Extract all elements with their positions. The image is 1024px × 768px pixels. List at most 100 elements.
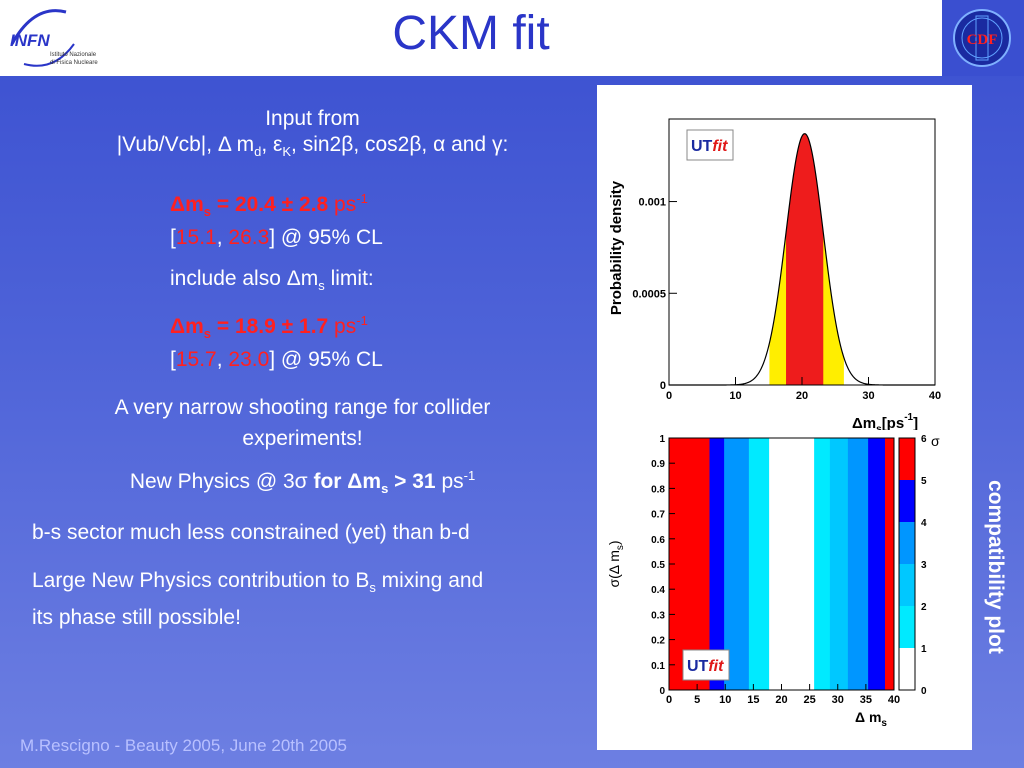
hm-x-tick-label-0: 0 xyxy=(666,694,672,706)
page-title: CKM fit xyxy=(392,7,550,60)
fit2-value: = 18.9 ± 1.7 xyxy=(211,315,335,338)
bs-sector-line: b-s sector much less constrained (yet) t… xyxy=(32,521,470,544)
large-line2: its phase still possible! xyxy=(32,606,241,630)
colorbar-tick-label-6: 6 xyxy=(921,434,927,445)
fit1-value-line: Δms = 20.4 ± 2.8 ps-1 xyxy=(170,186,383,225)
footer-text: M.Rescigno - Beauty 2005, June 20th 2005 xyxy=(20,736,347,755)
x-tick-label-2: 20 xyxy=(796,390,808,402)
colorbar-segment-2 xyxy=(899,564,915,606)
hm-y-tick-label-6: 0.6 xyxy=(651,535,665,546)
fit1-range-close: ] @ 95% CL xyxy=(269,226,383,250)
np-unit: ps xyxy=(435,470,464,493)
hm-utfit-badge-fit: fit xyxy=(708,658,724,675)
np-sup: -1 xyxy=(463,468,476,483)
x-axis-label-main: Δm xyxy=(852,415,876,430)
colorbar-segment-3 xyxy=(899,522,915,564)
fit2-high: 23.0 xyxy=(228,348,270,372)
fit1-value: = 20.4 ± 2.8 xyxy=(211,193,335,216)
fit2-range-line: [15.7, 23.0] @ 95% CL xyxy=(170,347,383,373)
x-axis-label-unit-close: ] xyxy=(913,415,918,430)
fit2-range-close: ] @ 95% CL xyxy=(269,348,383,372)
input-line2-b: , ε xyxy=(261,133,283,156)
hm-x-axis-label-main: Δ m xyxy=(855,709,881,725)
include-line: include also Δms limit: xyxy=(170,266,374,299)
infn-logo: INFN Istituto Nazionale di Fisica Nuclea… xyxy=(10,9,98,67)
cdf-logo-text: CDF xyxy=(967,32,998,48)
colorbar-segment-4 xyxy=(899,480,915,522)
y-tick-label-1: 0.0005 xyxy=(632,288,666,300)
colorbar-tick-label-3: 3 xyxy=(921,560,927,571)
hm-x-axis-label: Δ ms xyxy=(855,709,887,729)
fit2-prefix: Δm xyxy=(170,315,204,338)
utfit-badge-text: UTfit xyxy=(691,138,728,155)
colorbar-segment-5 xyxy=(899,438,915,480)
heat-column-6 xyxy=(829,438,849,690)
hm-y-tick-label-10: 1 xyxy=(659,434,665,445)
hm-y-tick-label-1: 0.1 xyxy=(651,661,665,672)
hm-x-tick-label-2: 10 xyxy=(719,694,731,706)
colorbar-tick-label-5: 5 xyxy=(921,476,927,487)
fit2-unit-sup: -1 xyxy=(356,313,368,328)
fit1-range-line: [15.1, 26.3] @ 95% CL xyxy=(170,225,383,251)
heat-column-4 xyxy=(769,438,815,690)
input-line2: |Vub/Vcb|, Δ md, εK, sin2β, cos2β, α and… xyxy=(60,132,565,165)
hm-utfit-badge-bg xyxy=(682,649,730,681)
hm-x-tick-label-3: 15 xyxy=(747,694,759,706)
band-1 xyxy=(786,133,824,385)
hm-y-axis-label-sub: s xyxy=(615,545,626,550)
hm-y-tick-label-7: 0.7 xyxy=(651,510,665,521)
heat-column-0 xyxy=(669,438,710,690)
fit1-range-open: [ xyxy=(170,226,176,250)
colorbar-segment-1 xyxy=(899,606,915,648)
fit1-comma: , xyxy=(216,226,229,250)
infn-logo-sub1: Istituto Nazionale xyxy=(50,52,97,58)
x-tick-label-1: 10 xyxy=(729,390,741,402)
cdf-logo: CDF xyxy=(953,9,1011,67)
input-line2-c: , sin2β, cos2β, α and γ: xyxy=(291,133,509,156)
fit2-value-line: Δms = 18.9 ± 1.7 ps-1 xyxy=(170,308,383,347)
fit2-low: 15.7 xyxy=(175,348,217,372)
input-line1: Input from xyxy=(265,107,360,130)
input-from-block: Input from |Vub/Vcb|, Δ md, εK, sin2β, c… xyxy=(60,106,565,165)
y-axis-label: Probability density xyxy=(608,180,625,315)
hm-y-axis-label-close: ) xyxy=(606,540,622,545)
fit1-sub: s xyxy=(203,204,212,220)
x-tick-label-0: 0 xyxy=(666,390,672,402)
include-a: include also Δm xyxy=(170,267,319,290)
fit1-high: 26.3 xyxy=(228,226,270,250)
fit1-block: Δms = 20.4 ± 2.8 ps-1 [15.1, 26.3] @ 95%… xyxy=(170,186,383,251)
hm-y-axis-label: σ(Δ ms) xyxy=(606,540,626,587)
new-physics-line: New Physics @ 3σ for Δms > 31 ps-1 xyxy=(40,463,565,502)
fit2-block: Δms = 18.9 ± 1.7 ps-1 [15.7, 23.0] @ 95%… xyxy=(170,308,383,373)
fit2-unit: ps xyxy=(334,315,357,338)
heat-column-2 xyxy=(724,438,750,690)
probability-density-chart: 0 10 20 30 40 0 0.0005 0.001 Probability density… xyxy=(608,118,941,430)
x-axis-label-unit-sup: -1 xyxy=(904,412,913,423)
fit1-unit: ps xyxy=(334,193,357,216)
colorbar-segment-0 xyxy=(899,648,915,690)
y-tick-label-0: 0 xyxy=(660,380,666,392)
hm-y-tick-label-4: 0.4 xyxy=(651,585,665,596)
compatibility-heatmap: 0 5 10 15 20 25 30 35 4000.10.20.30.40.50.60.70.… xyxy=(606,433,940,729)
heat-column-7 xyxy=(847,438,869,690)
header-bar: INFN Istituto Nazionale di Fisica Nuclea… xyxy=(0,0,942,76)
input-line2-sub-d: d xyxy=(254,144,262,160)
np-a: New Physics @ 3σ xyxy=(129,470,314,493)
np-sub: s xyxy=(381,481,389,497)
hm-y-tick-label-0: 0 xyxy=(659,686,665,697)
heat-column-9 xyxy=(885,438,895,690)
hm-utfit-badge-ut: UT xyxy=(687,658,709,675)
fit2-sub: s xyxy=(203,326,212,342)
large-sub: s xyxy=(369,580,376,596)
infn-logo-text: INFN xyxy=(10,31,50,50)
fit1-low: 15.1 xyxy=(175,226,217,250)
narrow-range-block: A very narrow shooting range for collide… xyxy=(40,392,565,454)
x-tick-label-3: 30 xyxy=(862,390,874,402)
include-sub: s xyxy=(318,278,325,294)
fit1-prefix: Δm xyxy=(170,193,204,216)
fit1-unit-sup: -1 xyxy=(356,191,368,206)
x-axis-label-unit: [ps xyxy=(882,415,905,430)
np-bold: for Δm xyxy=(313,470,382,493)
colorbar-tick-label-4: 4 xyxy=(921,518,927,529)
input-line2-a: |Vub/Vcb|, Δ m xyxy=(116,133,255,156)
